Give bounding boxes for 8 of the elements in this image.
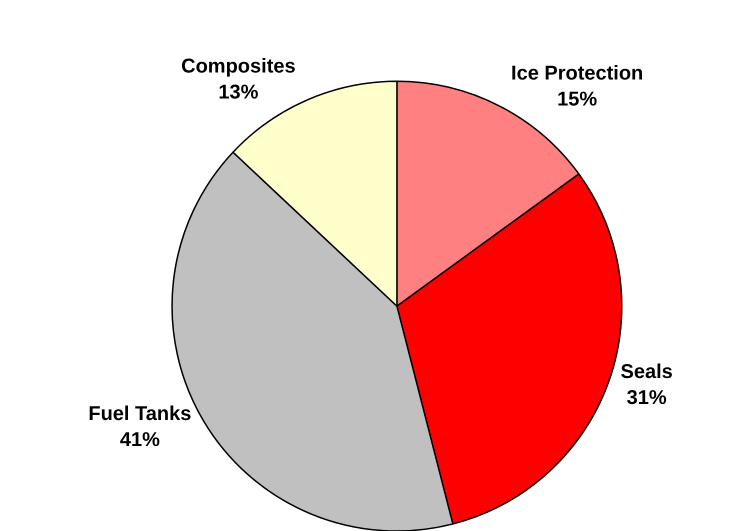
slice-label: Composites — [181, 56, 296, 78]
slice-label: Ice Protection — [511, 62, 644, 85]
data-label: 13% — [218, 82, 259, 104]
data-label: 41% — [120, 428, 160, 451]
slice-label: Fuel Tanks — [88, 402, 192, 425]
slice-label: Seals — [620, 361, 673, 384]
data-label: 31% — [626, 387, 667, 410]
data-label: 15% — [557, 88, 598, 111]
